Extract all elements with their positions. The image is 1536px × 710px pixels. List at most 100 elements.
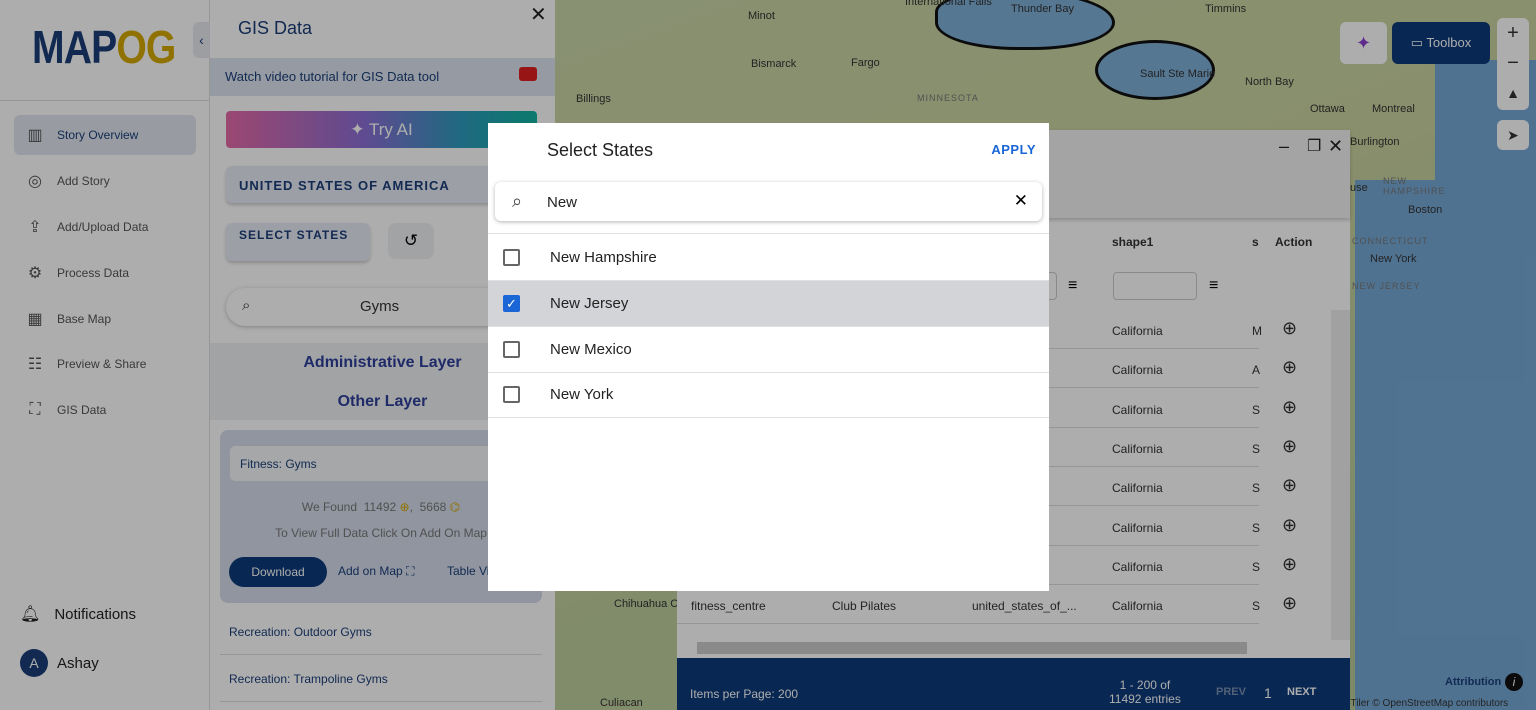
- select-states-dialog: Select States APPLY ⌕ New ✕ New Hampshir…: [488, 123, 1049, 591]
- collapse-sidebar-button[interactable]: ‹: [193, 22, 210, 58]
- table-cell: S: [1252, 481, 1261, 496]
- compass-button[interactable]: ▲: [1506, 85, 1520, 101]
- state-option-new-mexico[interactable]: New Mexico: [488, 327, 1049, 373]
- option-label: New Hampshire: [550, 249, 657, 266]
- zoom-to-feature-icon[interactable]: ⊕: [1282, 435, 1298, 456]
- state-option-new-york[interactable]: New York: [488, 372, 1049, 418]
- zoom-to-feature-icon[interactable]: ⊕: [1282, 514, 1298, 535]
- found-label: We Found: [301, 500, 358, 514]
- zoom-to-feature-icon[interactable]: ⊕: [1282, 553, 1298, 574]
- table-row[interactable]: fitness_centre Club Pilates united_states_…: [677, 585, 1297, 625]
- locate-button[interactable]: ➤: [1497, 120, 1529, 150]
- list-item[interactable]: Recreation: Outdoor Gyms: [220, 608, 542, 655]
- country-select[interactable]: UNITED STATES OF AMERICA: [226, 166, 526, 203]
- add-on-map-button[interactable]: Add on Map ⛶: [338, 564, 414, 579]
- zoom-to-feature-icon[interactable]: ⊕: [1282, 357, 1298, 378]
- filter-input[interactable]: [1113, 272, 1197, 300]
- youtube-icon: [519, 67, 537, 81]
- zoom-out-button[interactable]: −: [1507, 52, 1519, 74]
- user-name: Ashay: [57, 654, 99, 672]
- reset-button[interactable]: ↺: [388, 223, 434, 259]
- map-copyright: pTiler © OpenStreetMap contributors: [1345, 698, 1509, 709]
- file-upload-icon: ⇪: [28, 219, 42, 236]
- sidebar-item-process-data[interactable]: ⚙ Process Data: [14, 253, 196, 293]
- sidebar-item-preview-share[interactable]: ☷ Preview & Share: [14, 344, 196, 384]
- administrative-layer-tab[interactable]: Administrative Layer: [303, 354, 462, 371]
- table-cell: M: [1252, 324, 1262, 338]
- vertical-scrollbar[interactable]: [1331, 310, 1350, 640]
- video-tutorial-link[interactable]: Watch video tutorial for GIS Data tool: [210, 58, 555, 96]
- checkbox[interactable]: [503, 341, 520, 358]
- zoom-to-feature-icon[interactable]: ⊕: [1282, 475, 1298, 496]
- table-cell: California: [1112, 363, 1163, 378]
- total-text: 11492 entries: [1109, 692, 1181, 706]
- ai-assistant-button[interactable]: ✦: [1340, 22, 1387, 64]
- table-cell: California: [1112, 324, 1163, 338]
- minimize-button[interactable]: –: [1279, 136, 1290, 156]
- sidebar-item-add-story[interactable]: ◎ Add Story: [14, 161, 196, 201]
- maximize-button[interactable]: ❐: [1307, 138, 1322, 155]
- sidebar-item-story-overview[interactable]: ▥ Story Overview: [14, 115, 196, 155]
- table-cell: California: [1112, 481, 1163, 496]
- state-search-value: New: [547, 194, 578, 211]
- refresh-icon: ↺: [403, 231, 419, 250]
- horizontal-scrollbar[interactable]: [697, 642, 1247, 654]
- sidebar-item-gis-data[interactable]: ⛶ GIS Data: [14, 390, 196, 430]
- atlantic-ocean: [1355, 180, 1536, 710]
- map-label: Billings: [576, 93, 611, 105]
- items-per-page[interactable]: Items per Page: 200: [690, 687, 799, 701]
- column-header-s[interactable]: s: [1252, 235, 1259, 249]
- attribution-link[interactable]: Attribution: [1445, 676, 1502, 688]
- bell-icon: 🔔︎: [20, 606, 41, 623]
- list-item[interactable]: Recreation: Trampoline Gyms: [220, 655, 542, 702]
- user-profile[interactable]: A Ashay: [20, 649, 99, 677]
- info-icon[interactable]: i: [1505, 673, 1523, 691]
- table-cell: S: [1252, 402, 1261, 417]
- close-panel-button[interactable]: ✕: [530, 4, 547, 26]
- sidebar-item-label: Add/Upload Data: [57, 220, 149, 234]
- map-label: Fargo: [851, 57, 880, 69]
- next-button[interactable]: NEXT: [1287, 686, 1317, 698]
- column-header-action: Action: [1275, 235, 1313, 249]
- zoom-to-feature-icon[interactable]: ⊕: [1282, 593, 1298, 614]
- state-option-new-jersey[interactable]: ✓ New Jersey: [488, 281, 1049, 327]
- option-label: New Mexico: [550, 341, 632, 358]
- close-window-button[interactable]: ✕: [1328, 136, 1344, 156]
- column-header-shape1[interactable]: shape1: [1112, 235, 1154, 249]
- table-cell: Club Pilates: [832, 599, 897, 614]
- search-icon: ⌕: [512, 191, 523, 211]
- notifications-button[interactable]: 🔔︎ Notifications: [20, 604, 136, 624]
- state-option-new-hampshire[interactable]: New Hampshire: [488, 235, 1049, 281]
- prev-button[interactable]: PREV: [1216, 686, 1246, 698]
- zoom-in-button[interactable]: +: [1507, 22, 1519, 44]
- apply-button[interactable]: APPLY: [991, 142, 1036, 157]
- lake-superior: [935, 0, 1115, 50]
- point-count: 11492: [363, 500, 397, 514]
- checkbox-checked[interactable]: ✓: [503, 295, 520, 312]
- try-ai-button[interactable]: ✦ Try AI: [226, 111, 537, 148]
- checkbox[interactable]: [503, 386, 520, 403]
- add-on-map-label: Add on Map: [338, 564, 403, 578]
- sidebar-item-add-upload-data[interactable]: ⇪ Add/Upload Data: [14, 207, 196, 247]
- search-icon: ⌕: [242, 297, 251, 314]
- filter-icon[interactable]: ≡: [1068, 277, 1078, 294]
- panel-title: GIS Data: [238, 18, 313, 38]
- state-search-input[interactable]: ⌕ New ✕: [495, 182, 1042, 221]
- checkbox[interactable]: [503, 249, 520, 266]
- polygon-count: 5668: [419, 500, 447, 514]
- page-number[interactable]: 1: [1264, 685, 1272, 701]
- sidebar-item-base-map[interactable]: ▦ Base Map: [14, 299, 196, 339]
- point-icon: ⊕: [399, 500, 410, 514]
- table-cell: California: [1112, 559, 1163, 574]
- clear-search-button[interactable]: ✕: [1013, 191, 1028, 210]
- download-button[interactable]: Download: [229, 557, 327, 587]
- table-cell: fitness_centre: [691, 599, 766, 614]
- toolbox-button[interactable]: ▭ Toolbox: [1392, 22, 1490, 64]
- hint-text: To View Full Data Click On Add On Map: [275, 526, 487, 540]
- other-layer-tab[interactable]: Other Layer: [337, 393, 428, 410]
- select-states-button[interactable]: SELECT STATES: [226, 223, 370, 261]
- sidebar-item-label: Story Overview: [57, 128, 139, 142]
- zoom-to-feature-icon[interactable]: ⊕: [1282, 318, 1298, 338]
- zoom-to-feature-icon[interactable]: ⊕: [1282, 396, 1298, 417]
- filter-icon[interactable]: ≡: [1209, 277, 1219, 294]
